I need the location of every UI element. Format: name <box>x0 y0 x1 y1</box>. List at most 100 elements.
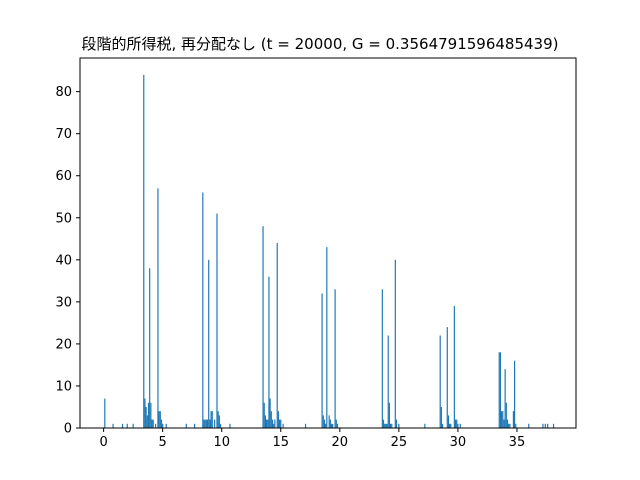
bar <box>454 419 457 428</box>
plot-frame <box>79 57 577 429</box>
bar <box>506 419 509 428</box>
bar <box>501 411 503 428</box>
bar <box>449 423 451 428</box>
bar <box>104 398 106 428</box>
x-tick-label: 10 <box>213 435 230 450</box>
y-tick-label: 20 <box>55 337 72 352</box>
bar <box>218 415 220 428</box>
bar <box>193 423 196 428</box>
bar <box>459 423 461 428</box>
bar <box>332 423 334 428</box>
bar <box>165 423 167 428</box>
bar <box>394 259 396 428</box>
bar <box>162 423 164 428</box>
bar <box>217 411 219 428</box>
bar <box>336 423 339 428</box>
bar <box>273 423 275 428</box>
bar <box>547 423 549 428</box>
x-tick-label: 0 <box>99 435 107 450</box>
bar <box>387 335 389 428</box>
y-tick-label: 40 <box>55 253 72 268</box>
bar <box>504 369 506 428</box>
bar <box>263 402 265 428</box>
bar <box>147 402 150 428</box>
bar <box>143 74 145 428</box>
bar <box>508 423 510 428</box>
x-tick-label: 15 <box>272 435 289 450</box>
bar <box>185 423 187 428</box>
bar <box>274 419 276 428</box>
bar <box>266 419 268 428</box>
bar <box>282 423 284 428</box>
bar <box>132 423 134 428</box>
bar <box>382 419 385 428</box>
bar <box>219 423 222 428</box>
bar <box>206 419 209 428</box>
bar <box>150 402 152 428</box>
y-tick-label: 60 <box>55 169 72 184</box>
y-axis: 0 10 20 30 40 50 60 70 80 <box>55 85 80 437</box>
bar <box>144 398 146 428</box>
bar <box>277 411 279 428</box>
bar <box>450 423 452 428</box>
bar <box>159 411 161 428</box>
bars-group <box>104 74 555 428</box>
bar <box>322 415 324 428</box>
bar <box>446 327 448 428</box>
bar <box>209 419 211 428</box>
bar <box>503 419 505 428</box>
y-tick-label: 30 <box>55 295 72 310</box>
bar <box>112 423 114 428</box>
bar <box>328 415 330 428</box>
bar <box>270 411 272 428</box>
bar <box>398 423 400 428</box>
bar <box>323 419 326 428</box>
bar <box>552 423 555 428</box>
bar <box>280 419 282 428</box>
bar <box>268 276 270 428</box>
bar <box>385 423 387 428</box>
y-tick-label: 0 <box>64 422 72 437</box>
bar <box>146 415 148 428</box>
x-axis: 0 5 10 15 20 25 30 35 <box>99 428 525 450</box>
bar <box>456 419 458 428</box>
bar <box>211 411 213 428</box>
x-tick-label: 20 <box>332 435 349 450</box>
y-tick-label: 70 <box>55 127 72 142</box>
bar <box>269 398 271 428</box>
bar <box>271 419 274 428</box>
bar <box>424 423 426 428</box>
bar <box>498 352 500 428</box>
bar <box>334 289 336 428</box>
bar <box>160 419 163 428</box>
bar <box>329 419 331 428</box>
bar <box>126 423 128 428</box>
bar <box>325 423 327 428</box>
x-tick-label: 30 <box>450 435 467 450</box>
bar <box>512 411 514 428</box>
bar <box>441 423 444 428</box>
bar <box>229 423 231 428</box>
bar <box>276 243 278 428</box>
bar <box>390 423 392 428</box>
bar <box>440 406 442 428</box>
bar <box>145 406 147 428</box>
x-tick-label: 25 <box>391 435 408 450</box>
bar <box>203 419 205 428</box>
bar <box>330 423 333 428</box>
bar <box>391 423 393 428</box>
bar <box>381 289 383 428</box>
bar <box>149 268 151 428</box>
bar <box>326 247 328 428</box>
bar <box>262 226 264 428</box>
bar <box>121 423 124 428</box>
bar <box>210 411 212 428</box>
bar <box>528 423 530 428</box>
bar <box>208 259 210 428</box>
bar <box>202 192 204 428</box>
bar <box>278 419 281 428</box>
x-tick-label: 5 <box>159 435 167 450</box>
bar <box>457 423 459 428</box>
bar <box>509 423 511 428</box>
